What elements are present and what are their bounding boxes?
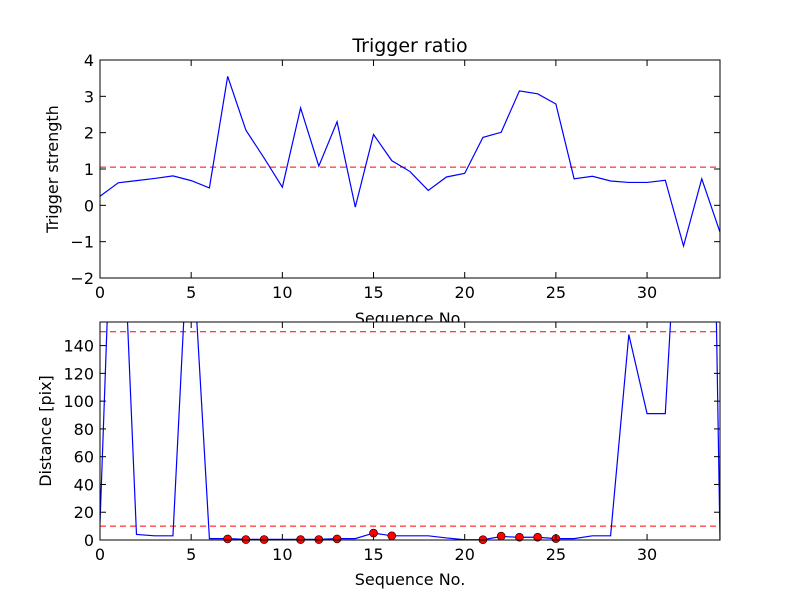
x-tick-label: 25 xyxy=(546,283,566,302)
x-tick-label: 25 xyxy=(546,545,566,564)
x-axis-label: Sequence No. xyxy=(355,570,466,589)
data-point-marker xyxy=(332,534,342,544)
x-tick-label: 15 xyxy=(363,545,383,564)
x-tick-label: 15 xyxy=(363,283,383,302)
y-tick-label: 100 xyxy=(63,392,94,411)
y-tick-label: −2 xyxy=(70,269,94,288)
y-tick-label: −1 xyxy=(70,233,94,252)
x-tick-label: 30 xyxy=(637,283,657,302)
y-tick-label: 3 xyxy=(84,87,94,106)
x-tick-label: 5 xyxy=(186,545,196,564)
x-tick-label: 0 xyxy=(95,283,105,302)
x-tick-label: 0 xyxy=(95,545,105,564)
y-tick-label: 60 xyxy=(74,448,94,467)
x-tick-label: 20 xyxy=(455,283,475,302)
data-point-marker xyxy=(533,532,542,542)
y-tick-label: 4 xyxy=(84,51,94,70)
data-point-marker xyxy=(223,534,232,544)
series-line xyxy=(100,76,720,249)
chart-title: Trigger ratio xyxy=(351,35,467,57)
plot-area xyxy=(100,60,720,278)
y-tick-label: 20 xyxy=(74,503,94,522)
y-tick-label: 80 xyxy=(74,420,94,439)
x-tick-label: 10 xyxy=(272,545,292,564)
y-axis-label: Trigger strength xyxy=(43,105,62,234)
x-tick-label: 30 xyxy=(637,545,657,564)
y-tick-label: 140 xyxy=(63,337,94,356)
y-tick-label: 2 xyxy=(84,124,94,143)
y-tick-label: 0 xyxy=(84,531,94,550)
data-point-marker xyxy=(515,532,524,542)
x-tick-label: 5 xyxy=(186,283,196,302)
x-tick-label: 10 xyxy=(272,283,292,302)
distance-panel: 0 5 10 15 20 25 30 0 20 40 60 80 100 120 140 Sequence N… xyxy=(36,321,721,589)
y-axis-label: Distance [pix] xyxy=(36,375,55,487)
data-point-marker xyxy=(387,531,397,541)
data-point-marker xyxy=(496,531,506,541)
y-tick-label: 1 xyxy=(84,160,94,179)
plot-frame xyxy=(99,321,721,541)
x-tick-label: 20 xyxy=(455,545,475,564)
y-tick-label: 40 xyxy=(74,475,94,494)
y-tick-label: 0 xyxy=(84,196,94,215)
y-tick-label: 120 xyxy=(63,364,94,383)
